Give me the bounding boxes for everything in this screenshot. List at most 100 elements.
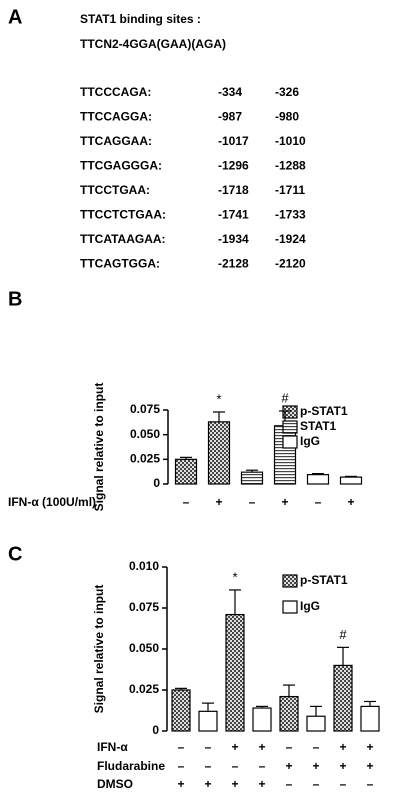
panel-label: C	[8, 543, 22, 565]
annotation: *	[216, 391, 221, 406]
annotation: *	[232, 569, 237, 584]
table-cell: -1288	[275, 159, 306, 173]
bar	[339, 476, 363, 485]
condition-value: –	[286, 777, 293, 791]
condition-value: –	[178, 740, 185, 754]
condition-value: –	[259, 759, 266, 773]
bar	[273, 425, 297, 485]
table-cell: -1010	[275, 134, 306, 148]
table-cell: TTCAGTGGA:	[80, 257, 160, 271]
table-cell: TTCCTCTGAA:	[80, 208, 166, 222]
legend-swatch	[282, 405, 298, 419]
condition-value: +	[258, 777, 265, 791]
bar	[360, 705, 380, 732]
legend-label: p-STAT1	[300, 573, 348, 587]
bar	[225, 613, 245, 732]
motif: TTCN2-4GGA(GAA)(AGA)	[80, 37, 226, 51]
table-cell: -1924	[275, 232, 306, 246]
y-tick-label: 0	[153, 476, 160, 490]
table-cell: TTCCTGAA:	[80, 183, 150, 197]
condition-value: –	[178, 759, 185, 773]
table-cell: -1741	[218, 208, 249, 222]
bar	[333, 664, 353, 732]
legend-label: IgG	[300, 599, 320, 613]
condition-value: +	[204, 777, 211, 791]
table-cell: TTCATAAGAA:	[80, 232, 166, 246]
table-cell: TTCCAGGA:	[80, 110, 152, 124]
table-cell: -1711	[275, 183, 305, 197]
legend-swatch	[282, 600, 298, 614]
condition-label: Fludarabine	[97, 759, 165, 773]
table-cell: -2128	[218, 257, 249, 271]
y-tick-label: 0.050	[129, 641, 159, 655]
table-cell: TTCGAGGGA:	[80, 159, 162, 173]
condition-value: +	[285, 759, 292, 773]
condition-label: IFN-α (100U/ml)	[8, 495, 96, 509]
condition-value: –	[232, 759, 239, 773]
y-axis-label: Signal relative to input	[92, 383, 106, 512]
legend-label: STAT1	[300, 419, 337, 433]
condition-value: +	[281, 495, 288, 509]
table-cell: -1017	[218, 134, 249, 148]
condition-value: –	[313, 777, 320, 791]
annotation: #	[339, 627, 347, 642]
table-cell: -2120	[275, 257, 306, 271]
table-cell: -1296	[218, 159, 249, 173]
condition-label: IFN-α	[97, 740, 128, 754]
condition-value: –	[286, 740, 293, 754]
bar	[171, 689, 191, 732]
table-cell: -987	[218, 110, 242, 124]
y-tick-label: 0.010	[129, 559, 159, 573]
bar	[174, 458, 198, 485]
y-tick-label: 0.075	[130, 402, 160, 416]
y-tick-label: 0.075	[129, 600, 159, 614]
y-tick-label: 0.050	[130, 427, 160, 441]
table-cell: TTCCCAGA:	[80, 85, 151, 99]
table-cell: -980	[275, 110, 299, 124]
y-tick-label: 0	[152, 723, 159, 737]
table-cell: -1733	[275, 208, 306, 222]
condition-value: –	[205, 740, 212, 754]
y-tick-label: 0.025	[129, 682, 159, 696]
condition-value: +	[258, 740, 265, 754]
bar	[306, 474, 330, 485]
legend-swatch	[282, 574, 298, 588]
table-title: STAT1 binding sites :	[80, 12, 201, 26]
condition-value: +	[347, 495, 354, 509]
table-cell: -334	[218, 85, 242, 99]
condition-value: –	[313, 740, 320, 754]
condition-value: +	[312, 759, 319, 773]
condition-value: +	[339, 740, 346, 754]
legend-label: p-STAT1	[300, 404, 348, 418]
panel-label: A	[8, 6, 22, 28]
annotation: #	[281, 390, 289, 405]
legend-swatch	[282, 420, 298, 434]
panel-label: B	[8, 288, 22, 310]
condition-value: +	[366, 740, 373, 754]
legend-swatch	[282, 435, 298, 449]
table-cell: TTCAGGAA:	[80, 134, 152, 148]
condition-value: +	[339, 759, 346, 773]
bar	[252, 707, 272, 732]
condition-value: +	[231, 777, 238, 791]
condition-value: –	[205, 759, 212, 773]
condition-value: –	[183, 495, 190, 509]
table-cell: -1718	[218, 183, 249, 197]
table-cell: -326	[275, 85, 299, 99]
condition-value: –	[367, 777, 374, 791]
condition-label: DMSO	[97, 777, 133, 791]
legend-label: IgG	[300, 434, 320, 448]
y-axis-label: Signal relative to input	[92, 585, 106, 714]
bar	[198, 710, 218, 732]
condition-value: –	[249, 495, 256, 509]
table-cell: -1934	[218, 232, 249, 246]
condition-value: –	[340, 777, 347, 791]
condition-value: +	[366, 759, 373, 773]
bar	[207, 421, 231, 485]
bar	[306, 715, 326, 732]
bar	[240, 471, 264, 485]
y-tick-label: 0.025	[130, 452, 160, 466]
condition-value: –	[315, 495, 322, 509]
